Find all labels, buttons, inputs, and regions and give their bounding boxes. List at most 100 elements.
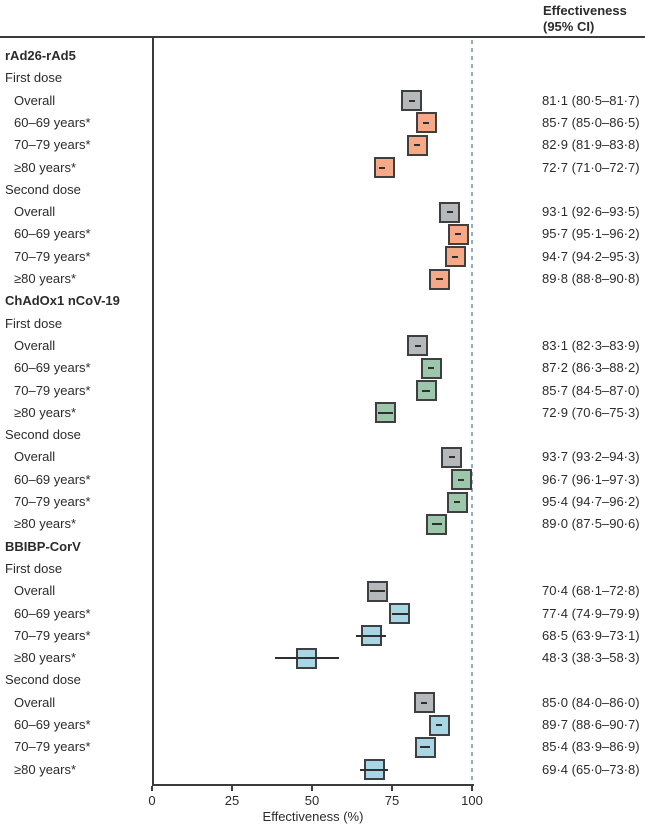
top-rule xyxy=(0,36,645,38)
dose-label: Second dose xyxy=(5,181,81,197)
ci-whisker xyxy=(428,367,435,370)
effectiveness-value: 82·9 (81·9–83·8) xyxy=(542,137,640,153)
tick-mark xyxy=(391,786,393,791)
ci-whisker xyxy=(458,478,465,481)
tick-label: 50 xyxy=(304,793,320,808)
effectiveness-value: 85·7 (84·5–87·0) xyxy=(542,382,640,398)
plot-left-border xyxy=(152,37,154,785)
row-label: 60–69 years* xyxy=(14,717,91,732)
row-label: 70–79 years* xyxy=(14,137,91,153)
row-label: ≥80 years* xyxy=(14,404,77,420)
row-label: Overall xyxy=(14,583,56,599)
tick-label: 0 xyxy=(148,793,156,808)
ci-whisker xyxy=(436,278,443,280)
effectiveness-value: 95·7 (95·1–96·2) xyxy=(542,226,640,242)
row-label: 60–69 years* xyxy=(14,471,91,487)
row-label: Overall xyxy=(14,92,56,108)
effectiveness-value: 68·5 (63·9–73·1) xyxy=(542,627,640,643)
dose-label: Second dose xyxy=(5,672,81,688)
section-label-1: rAd26-rAd5 xyxy=(5,48,76,63)
row-label: ≥80 years* xyxy=(14,761,77,777)
row-label: ≥80 years* xyxy=(14,271,77,286)
section-label-2: ChAdOx1 nCoV-19 xyxy=(5,293,120,309)
section-label-3: BBIBP-CorV xyxy=(5,538,81,554)
effectiveness-value: 89·8 (88·8–90·8) xyxy=(542,271,640,286)
ci-whisker xyxy=(378,166,385,169)
effectiveness-value: 48·3 (38·3–58·3) xyxy=(542,650,640,666)
tick-label: 75 xyxy=(384,793,400,808)
effectiveness-value: 85·0 (84·0–86·0) xyxy=(542,694,640,710)
effectiveness-value: 93·1 (92·6–93·5) xyxy=(542,204,640,220)
effectiveness-value: 85·4 (83·9–86·9) xyxy=(542,739,640,755)
ci-whisker xyxy=(423,121,430,124)
row-label: 70–79 years* xyxy=(14,627,91,643)
ci-whisker xyxy=(391,612,408,615)
ci-whisker xyxy=(274,657,339,660)
ci-whisker xyxy=(446,211,453,214)
ci-whisker xyxy=(356,634,386,637)
row-label: 70–79 years* xyxy=(14,494,91,509)
ci-whisker xyxy=(369,590,385,593)
x-axis-title: Effectiveness (%) xyxy=(262,809,364,824)
row-label: ≥80 years* xyxy=(14,516,77,532)
dose-label: Second dose xyxy=(5,427,81,443)
effectiveness-value: 95·4 (94·7–96·2) xyxy=(542,494,640,509)
tick-mark xyxy=(231,786,233,791)
ci-whisker xyxy=(377,411,393,414)
row-label: ≥80 years* xyxy=(14,650,77,666)
dose-label: First dose xyxy=(5,315,63,331)
effectiveness-value: 72·9 (70·6–75·3) xyxy=(542,404,640,420)
ci-whisker xyxy=(452,255,459,258)
ci-whisker xyxy=(408,99,415,102)
tick-mark xyxy=(311,786,313,791)
effectiveness-value: 93·7 (93·2–94·3) xyxy=(542,449,640,465)
reference-line-100 xyxy=(471,40,473,784)
row-label: Overall xyxy=(14,449,56,465)
dose-label: First dose xyxy=(5,70,63,86)
row-label: 60–69 years* xyxy=(14,114,91,130)
effectiveness-value: 89·7 (88·6–90·7) xyxy=(542,717,640,732)
effectiveness-value: 89·0 (87·5–90·6) xyxy=(542,516,640,532)
ci-whisker xyxy=(414,344,421,347)
row-label: Overall xyxy=(14,337,56,353)
effectiveness-column-header: Effectiveness (95% CI) xyxy=(543,3,627,35)
tick-label: 100 xyxy=(461,793,483,808)
effectiveness-value: 83·1 (82·3–83·9) xyxy=(542,337,640,353)
row-label: 60–69 years* xyxy=(14,605,91,621)
column-header-line2: (95% CI) xyxy=(543,19,595,34)
ci-whisker xyxy=(432,523,442,526)
tick-mark xyxy=(151,786,153,791)
effectiveness-value: 69·4 (65·0–73·8) xyxy=(542,761,640,777)
ci-whisker xyxy=(420,701,428,704)
ci-whisker xyxy=(449,456,455,459)
effectiveness-value: 85·7 (85·0–86·5) xyxy=(542,114,640,130)
row-label: 70–79 years* xyxy=(14,739,91,755)
ci-whisker xyxy=(414,144,421,147)
ci-whisker xyxy=(455,233,462,236)
ci-whisker xyxy=(360,768,389,771)
ci-whisker xyxy=(454,501,461,503)
ci-whisker xyxy=(420,746,431,749)
row-label: ≥80 years* xyxy=(14,159,77,175)
row-label: Overall xyxy=(14,204,56,220)
column-header-line1: Effectiveness xyxy=(543,3,627,18)
effectiveness-value: 70·4 (68·1–72·8) xyxy=(542,583,640,599)
effectiveness-value: 96·7 (96·1–97·3) xyxy=(542,471,640,487)
effectiveness-value: 72·7 (71·0–72·7) xyxy=(542,159,640,175)
row-label: 60–69 years* xyxy=(14,226,91,242)
row-label: 60–69 years* xyxy=(14,360,91,376)
dose-label: First dose xyxy=(5,560,63,576)
x-axis-line xyxy=(152,784,474,786)
row-label: Overall xyxy=(14,694,56,710)
effectiveness-value: 87·2 (86·3–88·2) xyxy=(542,360,640,376)
tick-label: 25 xyxy=(224,793,240,808)
ci-whisker xyxy=(435,724,443,726)
ci-whisker xyxy=(422,389,431,392)
row-label: 70–79 years* xyxy=(14,248,91,264)
row-label: 70–79 years* xyxy=(14,382,91,398)
effectiveness-value: 81·1 (80·5–81·7) xyxy=(542,92,640,108)
tick-mark xyxy=(471,786,473,791)
effectiveness-value: 94·7 (94·2–95·3) xyxy=(542,248,640,264)
effectiveness-value: 77·4 (74·9–79·9) xyxy=(542,605,640,621)
